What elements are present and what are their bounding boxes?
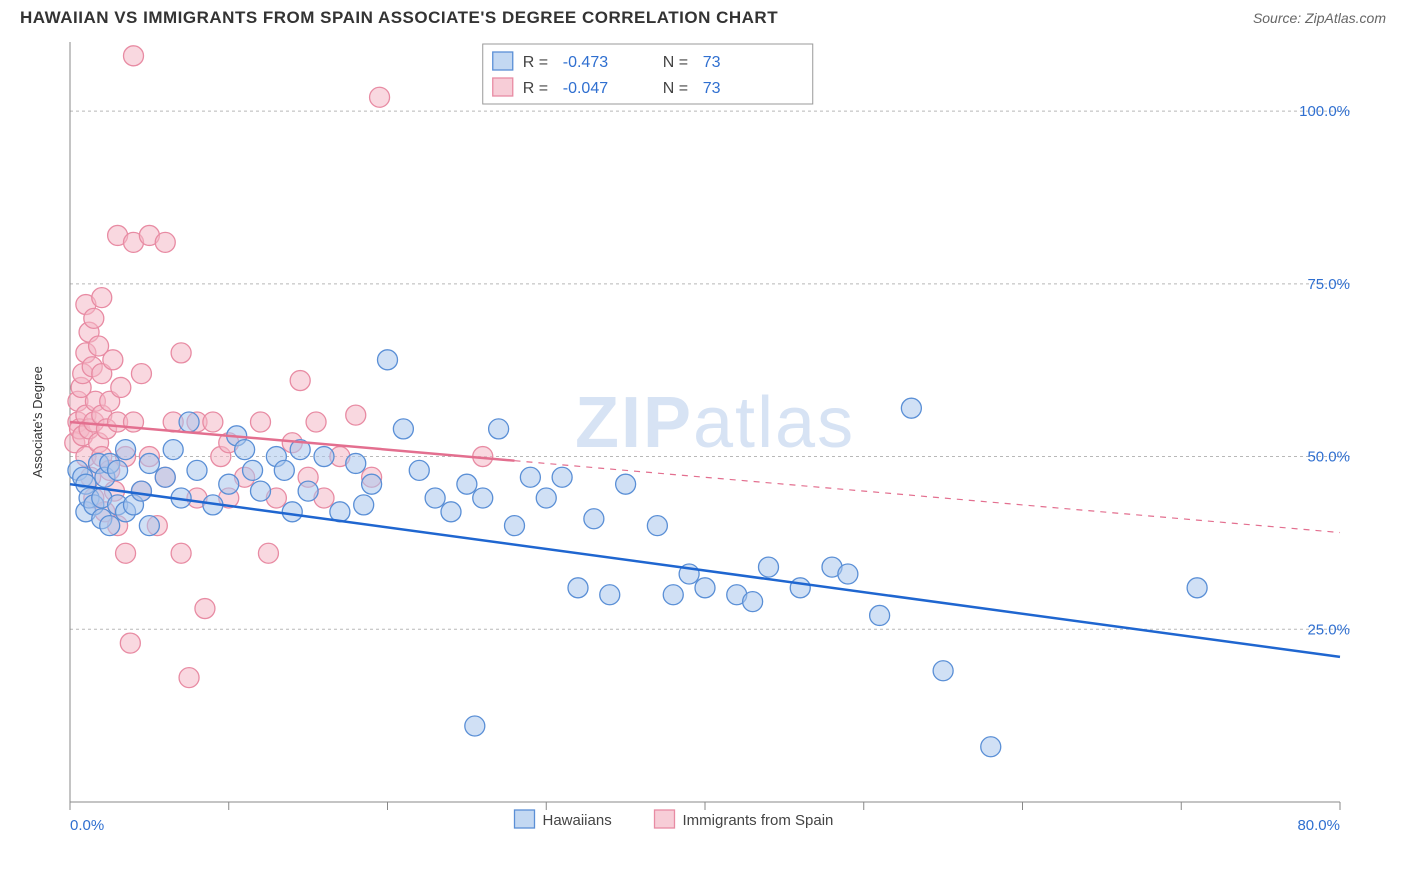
svg-text:R =: R = xyxy=(523,54,548,71)
svg-text:R =: R = xyxy=(523,80,548,97)
svg-text:100.0%: 100.0% xyxy=(1299,103,1350,120)
chart-container: 0.0% 80.0% 25.0% 50.0% 75.0% 100.0% Associate'… xyxy=(20,32,1386,852)
correlation-scatter-chart: 0.0% 80.0% 25.0% 50.0% 75.0% 100.0% Associate'… xyxy=(20,32,1386,852)
chart-title: HAWAIIAN VS IMMIGRANTS FROM SPAIN ASSOCI… xyxy=(20,8,778,28)
svg-text:Associate's Degree: Associate's Degree xyxy=(30,366,45,478)
svg-text:25.0%: 25.0% xyxy=(1307,621,1350,638)
svg-text:73: 73 xyxy=(703,80,721,97)
svg-text:Immigrants from Spain: Immigrants from Spain xyxy=(683,812,834,829)
svg-text:N =: N = xyxy=(663,80,688,97)
svg-text:80.0%: 80.0% xyxy=(1297,817,1340,834)
svg-text:-0.047: -0.047 xyxy=(563,80,608,97)
svg-text:75.0%: 75.0% xyxy=(1307,276,1350,293)
svg-text:50.0%: 50.0% xyxy=(1307,449,1350,466)
svg-text:Hawaiians: Hawaiians xyxy=(543,812,612,829)
svg-text:-0.473: -0.473 xyxy=(563,54,608,71)
svg-text:73: 73 xyxy=(703,54,721,71)
source-label: Source: ZipAtlas.com xyxy=(1253,10,1386,26)
series-hawaiians xyxy=(68,350,1207,757)
svg-text:0.0%: 0.0% xyxy=(70,817,104,834)
series-immigrants-from-spain xyxy=(65,46,493,688)
svg-text:N =: N = xyxy=(663,54,688,71)
